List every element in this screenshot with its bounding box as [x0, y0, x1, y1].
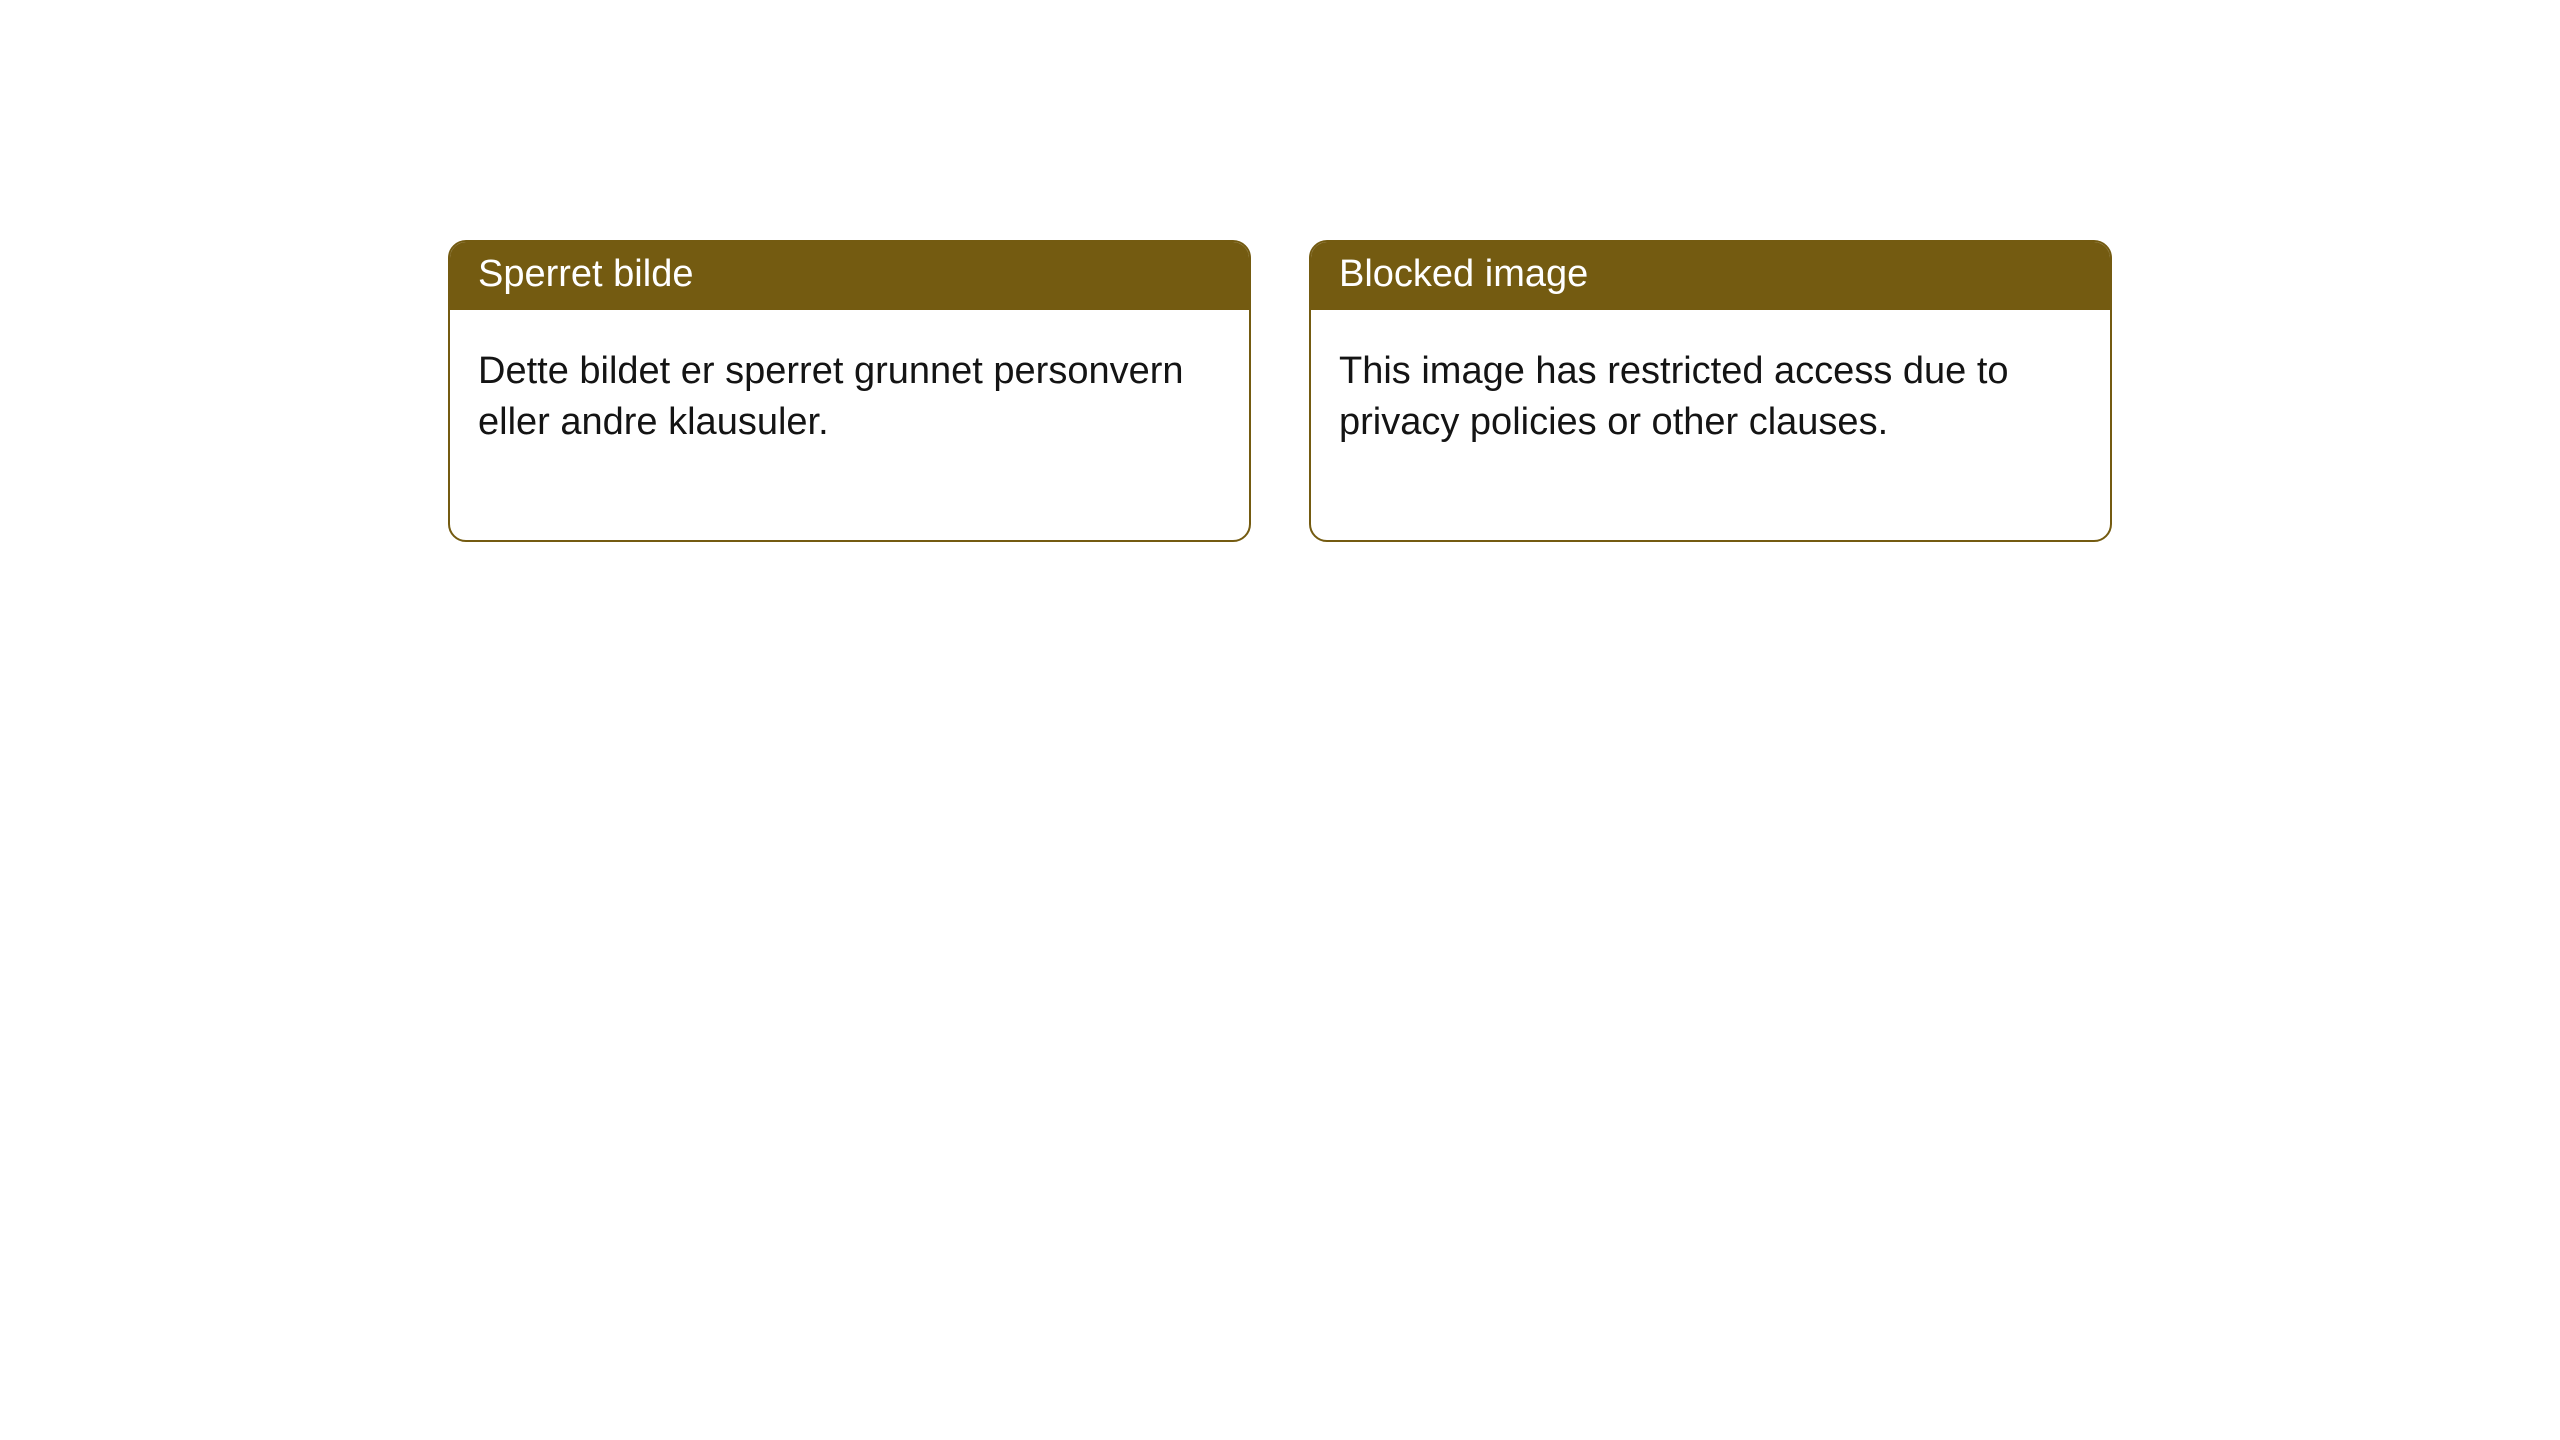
notice-body: This image has restricted access due to … [1311, 310, 2110, 540]
notice-container: Sperret bilde Dette bildet er sperret gr… [448, 240, 2112, 542]
notice-card-english: Blocked image This image has restricted … [1309, 240, 2112, 542]
notice-card-norwegian: Sperret bilde Dette bildet er sperret gr… [448, 240, 1251, 542]
notice-header: Blocked image [1311, 242, 2110, 310]
notice-header: Sperret bilde [450, 242, 1249, 310]
notice-body: Dette bildet er sperret grunnet personve… [450, 310, 1249, 540]
